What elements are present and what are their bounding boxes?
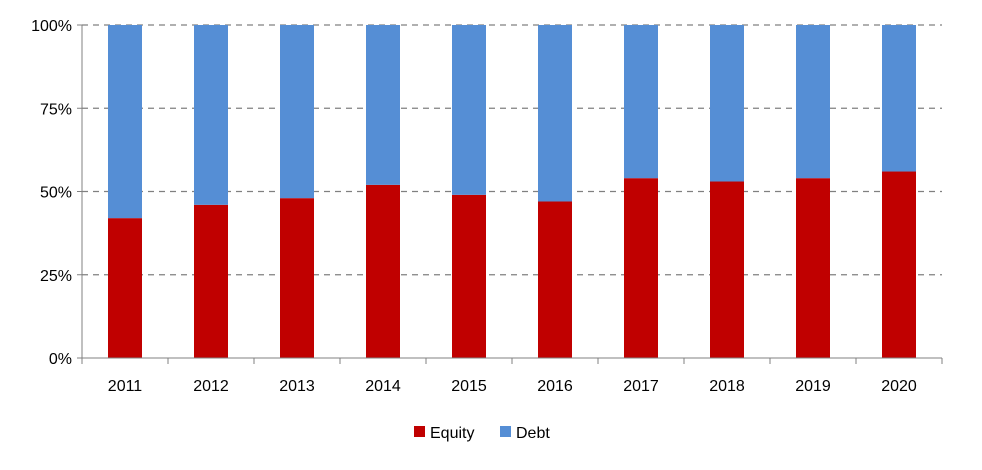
x-tick-label: 2020 — [881, 378, 917, 395]
x-tick-label: 2015 — [451, 378, 487, 395]
y-tick-label: 50% — [40, 185, 72, 202]
axes: 0% 25% 50% 75% 100% 2011 2012 2013 2014 2015 2016 2… — [31, 18, 943, 395]
bar-equity-2017 — [624, 178, 658, 358]
bar-equity-2012 — [194, 204, 228, 358]
bar-equity-2011 — [108, 218, 142, 358]
x-tick-label: 2018 — [709, 378, 745, 395]
legend-swatch-equity — [414, 426, 425, 437]
bar-equity-2014 — [366, 184, 400, 358]
bar-debt-2012 — [194, 25, 228, 205]
bar-debt-2019 — [796, 25, 830, 179]
bar-debt-2014 — [366, 25, 400, 185]
x-tick-label: 2014 — [365, 378, 401, 395]
bar-equity-2020 — [882, 171, 916, 358]
bar-debt-2020 — [882, 25, 916, 172]
bar-debt-2011 — [108, 25, 142, 219]
x-tick-label: 2019 — [795, 378, 831, 395]
legend: Equity Debt — [414, 425, 550, 442]
bar-equity-2016 — [538, 201, 572, 358]
bar-equity-2018 — [710, 181, 744, 358]
bar-debt-2018 — [710, 25, 744, 182]
bar-debt-2013 — [280, 25, 314, 199]
x-tick-label: 2016 — [537, 378, 573, 395]
bar-equity-2013 — [280, 198, 314, 358]
bars — [108, 25, 916, 358]
x-tick-label: 2012 — [193, 378, 229, 395]
legend-swatch-debt — [500, 426, 511, 437]
y-tick-label: 25% — [40, 268, 72, 285]
y-tick-label: 0% — [49, 351, 72, 368]
x-tick-label: 2011 — [108, 378, 143, 395]
x-tick-label: 2017 — [623, 378, 659, 395]
x-tick-label: 2013 — [279, 378, 315, 395]
bar-debt-2015 — [452, 25, 486, 195]
y-tick-label: 75% — [40, 101, 72, 118]
y-tick-label: 100% — [31, 18, 72, 35]
legend-label-equity: Equity — [430, 425, 474, 442]
legend-label-debt: Debt — [516, 425, 550, 442]
bar-debt-2017 — [624, 25, 658, 179]
bar-equity-2019 — [796, 178, 830, 358]
bar-equity-2015 — [452, 194, 486, 358]
bar-debt-2016 — [538, 25, 572, 202]
